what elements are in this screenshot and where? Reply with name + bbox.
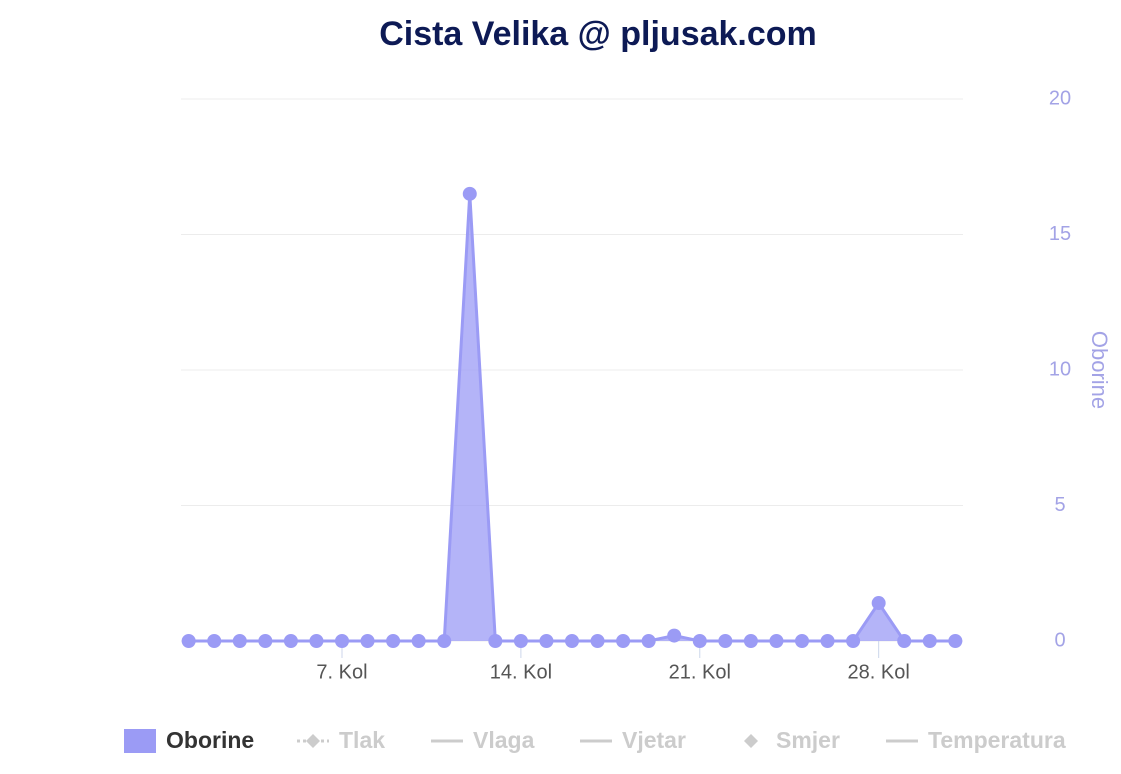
x-tick-label: 28. Kol	[848, 661, 910, 683]
area-line	[188, 193, 956, 643]
data-point	[795, 634, 809, 648]
y2-tick-label: 20	[1049, 87, 1071, 109]
legend-label: Vjetar	[622, 727, 686, 753]
legend-item[interactable]: Smjer	[744, 727, 840, 753]
legend-label: Vlaga	[473, 727, 535, 753]
y2-tick-label: 0	[1054, 629, 1065, 651]
data-point	[360, 634, 375, 648]
data-point	[616, 634, 631, 648]
data-point	[513, 634, 528, 648]
legend-item[interactable]: Tlak	[297, 727, 385, 753]
data-point	[769, 634, 784, 648]
data-point	[897, 634, 912, 648]
data-point	[539, 634, 554, 648]
legend-label: Tlak	[339, 727, 385, 753]
area-fill	[188, 193, 956, 641]
legend-symbol	[744, 734, 758, 748]
data-point	[258, 634, 273, 648]
data-point	[743, 634, 758, 648]
legend-label: Smjer	[776, 727, 840, 753]
y2-tick-label: 10	[1049, 358, 1071, 380]
data-point	[565, 634, 579, 648]
data-point	[488, 634, 503, 648]
legend-item[interactable]: Vjetar	[580, 727, 686, 753]
x-tick-label: 14. Kol	[490, 661, 552, 683]
data-point	[309, 634, 324, 648]
x-tick-label: 21. Kol	[669, 661, 731, 683]
data-point	[181, 634, 196, 648]
data-point	[232, 634, 247, 648]
data-point	[667, 628, 682, 643]
data-point	[462, 186, 477, 201]
y2-axis-title: Oborine	[1087, 331, 1112, 409]
chart-title: Cista Velika @ pljusak.com	[379, 15, 817, 53]
data-point	[207, 634, 222, 648]
data-point	[590, 634, 605, 648]
data-point	[718, 634, 733, 648]
data-point	[641, 634, 656, 648]
legend-label: Oborine	[166, 727, 254, 753]
y2-tick-label: 15	[1049, 223, 1071, 245]
y2-tick-label: 5	[1054, 494, 1065, 516]
data-point	[846, 634, 861, 648]
legend-item[interactable]: Oborine	[124, 727, 254, 753]
legend-symbol	[124, 729, 156, 753]
data-point	[692, 634, 707, 648]
data-point	[437, 634, 452, 648]
data-point	[411, 634, 426, 648]
data-point	[335, 634, 349, 648]
legend-item[interactable]: Temperatura	[886, 727, 1066, 753]
data-point	[386, 634, 401, 648]
data-point	[871, 596, 886, 611]
x-tick-label: 7. Kol	[316, 661, 367, 683]
legend-label: Temperatura	[928, 727, 1066, 753]
data-point	[922, 634, 937, 648]
data-point	[948, 634, 963, 648]
data-point	[283, 634, 298, 648]
data-point	[820, 634, 835, 648]
legend-item[interactable]: Vlaga	[431, 727, 535, 753]
legend-symbol	[306, 734, 320, 748]
